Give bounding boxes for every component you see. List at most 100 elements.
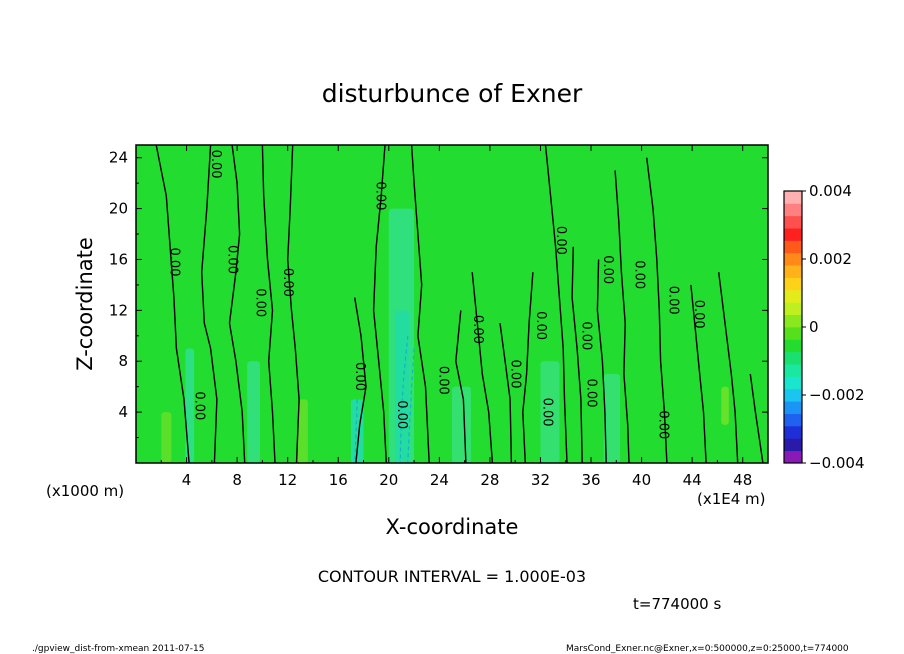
zero-contour-line <box>372 144 387 464</box>
contour-labels: 0.00 0.00 0.00 0.00 0.00 0.00 0.00 0.00 0.00 0.00… <box>166 150 706 440</box>
y-tick-label: 16 <box>109 250 128 268</box>
contour-label: 0.00 <box>533 311 548 340</box>
y-tick-label: 20 <box>109 200 128 218</box>
contour-label: 0.00 <box>584 379 599 408</box>
contour-label: 0.00 <box>470 315 485 344</box>
colorbar-segment <box>784 388 802 402</box>
y-unit-label: (x1000 m) <box>46 482 124 500</box>
fill-patches <box>161 208 729 463</box>
zero-contour-line <box>749 373 764 464</box>
contour-label: 0.00 <box>280 268 295 297</box>
negative-contour-line <box>354 399 358 464</box>
contour-interval-text: CONTOUR INTERVAL = 1.000E-03 <box>318 567 586 586</box>
zero-contour-line <box>499 323 513 464</box>
fill-patch <box>603 373 621 463</box>
source-footer: MarsCond_Exner.nc@Exner,x=0:500000,z=0:2… <box>566 644 849 654</box>
contour-label: 0.00 <box>508 360 523 389</box>
fill-patch <box>185 348 195 463</box>
colorbar-segment <box>784 364 802 377</box>
zero-contour-line <box>596 259 607 464</box>
y-axis-ticks: 4 8 12 16 20 24 <box>109 149 768 439</box>
fill-patch <box>452 386 471 463</box>
colorbar-segment <box>784 252 802 266</box>
y-tick-label: 24 <box>109 149 128 167</box>
x-tick-label: 24 <box>430 471 449 489</box>
colorbar-segment <box>784 351 802 365</box>
colorbar-segment <box>784 413 802 427</box>
zero-contour-line <box>718 272 739 464</box>
fill-patch <box>247 361 260 463</box>
fill-patch <box>540 361 560 463</box>
zero-contour-line <box>410 144 430 464</box>
colorbar-label: 0 <box>809 318 819 336</box>
zero-contour-line <box>228 144 246 464</box>
x-axis-label: X-coordinate <box>386 515 519 539</box>
y-axis-label: Z-coordinate <box>73 237 97 371</box>
contour-label: 0.00 <box>666 286 681 315</box>
contour-label: 0.00 <box>394 400 409 429</box>
zero-contour-line <box>261 144 276 464</box>
zero-contour-line <box>286 144 300 464</box>
contour-label: 0.00 <box>436 366 451 395</box>
contour-label: 0.00 <box>192 391 207 420</box>
colorbar-label: 0.002 <box>809 250 852 268</box>
fill-patch <box>350 399 364 463</box>
x-tick-label: 32 <box>531 471 550 489</box>
x-unit-label: (x1E4 m) <box>697 490 766 508</box>
colorbar: 0.004 0.002 0 −0.002 −0.004 <box>783 182 865 472</box>
colorbar-segment <box>784 277 802 291</box>
y-tick-label: 8 <box>118 352 128 370</box>
contour-label: 0.00 <box>656 410 671 439</box>
fill-patch <box>395 310 410 463</box>
time-stamp: t=774000 s <box>633 595 721 613</box>
zero-contour-line <box>571 246 583 464</box>
colorbar-segment <box>784 302 802 316</box>
colorbar-segment <box>784 240 802 254</box>
contour-label: 0.00 <box>632 260 647 289</box>
x-tick-label: 20 <box>379 471 398 489</box>
y-tick-label: 4 <box>118 403 128 421</box>
zero-contour-line <box>614 170 630 464</box>
colorbar-segment <box>784 327 802 340</box>
negative-contour-line <box>407 348 415 464</box>
x-axis-ticks: 4 8 12 16 20 24 28 32 36 40 44 48 <box>160 145 752 489</box>
contour-label: 0.00 <box>352 362 367 391</box>
x-tick-label: 4 <box>182 471 192 489</box>
zero-contour-line <box>354 297 367 464</box>
contour-label: 0.00 <box>373 181 388 210</box>
fill-patch <box>297 399 308 463</box>
script-footer: ./gpview_dist-from-xmean 2011-07-15 <box>32 644 204 654</box>
zero-contour-line <box>522 272 534 464</box>
x-tick-label: 16 <box>329 471 348 489</box>
colorbar-segment <box>784 228 802 241</box>
colorbar-segment <box>784 191 802 204</box>
colorbar-segment <box>784 265 802 278</box>
contour-label: 0.00 <box>208 150 223 179</box>
colorbar-segment <box>784 215 802 229</box>
contour-label: 0.00 <box>252 288 267 317</box>
colorbar-segment <box>784 438 802 452</box>
fill-patch <box>721 386 729 425</box>
zero-contour-line <box>646 157 668 464</box>
colorbar-segment <box>784 203 802 217</box>
contour-label: 0.00 <box>691 300 706 329</box>
zero-contour-line <box>200 144 218 464</box>
contour-label: 0.00 <box>166 248 181 277</box>
negative-contour-line <box>399 335 409 464</box>
zero-contour-line <box>690 284 707 464</box>
zero-contour-line <box>471 272 494 464</box>
fill-patch <box>161 412 172 463</box>
colorbar-segment <box>784 289 802 303</box>
plot-area: 0.00 0.00 0.00 0.00 0.00 0.00 0.00 0.00 0.00 0.00… <box>109 144 769 489</box>
contour-label: 0.00 <box>600 255 615 284</box>
colorbar-label: 0.004 <box>809 182 852 200</box>
colorbar-segment <box>784 339 802 353</box>
colorbar-label: −0.004 <box>809 454 865 472</box>
x-tick-label: 36 <box>581 471 600 489</box>
colorbar-label: −0.002 <box>809 386 865 404</box>
colorbar-segment <box>784 401 802 414</box>
colorbar-segment <box>784 425 802 439</box>
zero-contour-line <box>455 310 467 464</box>
x-tick-label: 44 <box>683 471 702 489</box>
